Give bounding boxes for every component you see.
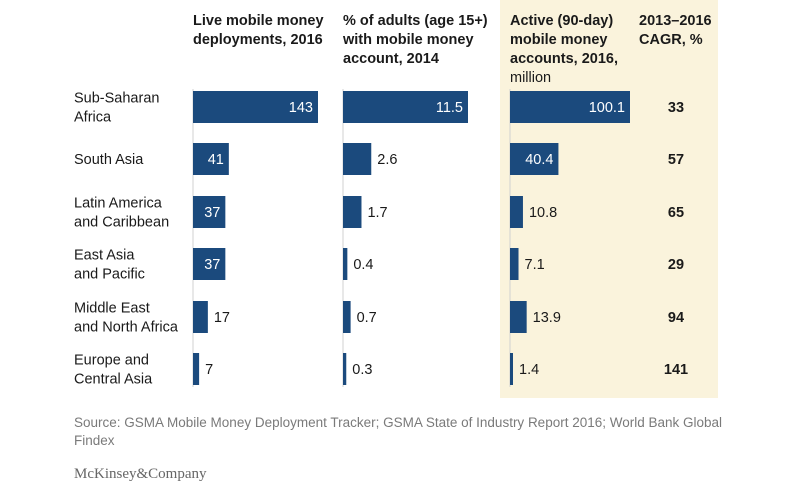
column-header-active-accounts-line2: mobile money xyxy=(510,32,608,48)
column-header-active-accounts-line3: accounts, 2016, xyxy=(510,51,618,67)
column-header-active-accounts-line1: Active (90-day) xyxy=(510,13,614,29)
bar-value-label: 13.9 xyxy=(533,310,561,326)
bar xyxy=(193,196,226,228)
bar xyxy=(510,143,559,175)
bar-value-label: 0.7 xyxy=(357,310,377,326)
cagr-value: 57 xyxy=(668,152,684,168)
column-header-adults-pct: % of adults (age 15+) with mobile money … xyxy=(343,12,503,69)
bar-value-label: 1.4 xyxy=(519,362,539,378)
category-label: Central Asia xyxy=(74,372,153,388)
bar-value-label: 100.1 xyxy=(589,100,625,116)
bar xyxy=(510,248,519,280)
bar xyxy=(510,196,523,228)
bar-value-label: 0.3 xyxy=(352,362,372,378)
column-header-cagr: 2013–2016 CAGR, % xyxy=(639,12,719,50)
category-label: Latin America xyxy=(74,196,163,212)
bar-value-label: 0.4 xyxy=(353,257,373,273)
bar-value-label: 37 xyxy=(204,257,220,273)
highlight-column-background xyxy=(500,0,718,398)
category-label: Middle East xyxy=(74,301,150,317)
bar xyxy=(343,248,348,280)
category-label: East Asia xyxy=(74,248,135,264)
bar xyxy=(343,353,347,385)
bar-value-label: 37 xyxy=(204,205,220,221)
bar xyxy=(193,248,226,280)
bar xyxy=(193,353,200,385)
column-header-deployments: Live mobile money deployments, 2016 xyxy=(193,12,343,50)
category-label: Africa xyxy=(74,110,112,126)
bar-value-label: 41 xyxy=(208,152,224,168)
column-header-adults-pct-line1: % of adults (age 15+) xyxy=(343,13,488,29)
bar xyxy=(343,196,362,228)
category-label: Europe and xyxy=(74,353,149,369)
cagr-value: 94 xyxy=(668,310,684,326)
column-header-cagr-line1: 2013–2016 xyxy=(639,13,712,29)
column-header-adults-pct-line2: with mobile money xyxy=(343,32,474,48)
cagr-value: 65 xyxy=(668,205,684,221)
bar xyxy=(510,91,630,123)
category-label: and Caribbean xyxy=(74,215,169,231)
bar-value-label: 11.5 xyxy=(436,100,463,116)
bar xyxy=(343,143,372,175)
column-header-deployments-line2: deployments, 2016 xyxy=(193,32,323,48)
bar-value-label: 17 xyxy=(214,310,230,326)
column-header-active-accounts: Active (90-day) mobile money accounts, 2… xyxy=(510,12,635,88)
cagr-value: 141 xyxy=(664,362,688,378)
bar-value-label: 1.7 xyxy=(367,205,387,221)
bar xyxy=(343,301,351,333)
bar-value-label: 7 xyxy=(205,362,213,378)
bar xyxy=(343,91,468,123)
column-header-cagr-line2: CAGR, % xyxy=(639,32,703,48)
bar-value-label: 7.1 xyxy=(525,257,545,273)
bar-value-label: 10.8 xyxy=(529,205,557,221)
cagr-value: 33 xyxy=(668,100,684,116)
bar xyxy=(193,91,318,123)
category-label: Sub-Saharan xyxy=(74,91,159,107)
category-label: South Asia xyxy=(74,152,144,168)
column-header-active-accounts-unit: million xyxy=(510,70,552,86)
bar-value-label: 143 xyxy=(289,100,313,116)
bar xyxy=(510,353,513,385)
column-header-deployments-line1: Live mobile money xyxy=(193,13,324,29)
bar xyxy=(193,143,229,175)
cagr-value: 29 xyxy=(668,257,684,273)
category-label: and North Africa xyxy=(74,320,179,336)
bar xyxy=(510,301,527,333)
source-note: Source: GSMA Mobile Money Deployment Tra… xyxy=(74,415,723,448)
bar-value-label: 2.6 xyxy=(377,152,397,168)
mckinsey-logo: McKinsey&Company xyxy=(74,466,207,482)
column-header-adults-pct-line3: account, 2014 xyxy=(343,51,439,67)
category-label: and Pacific xyxy=(74,267,145,283)
bar xyxy=(193,301,208,333)
bar-value-label: 40.4 xyxy=(525,152,553,168)
